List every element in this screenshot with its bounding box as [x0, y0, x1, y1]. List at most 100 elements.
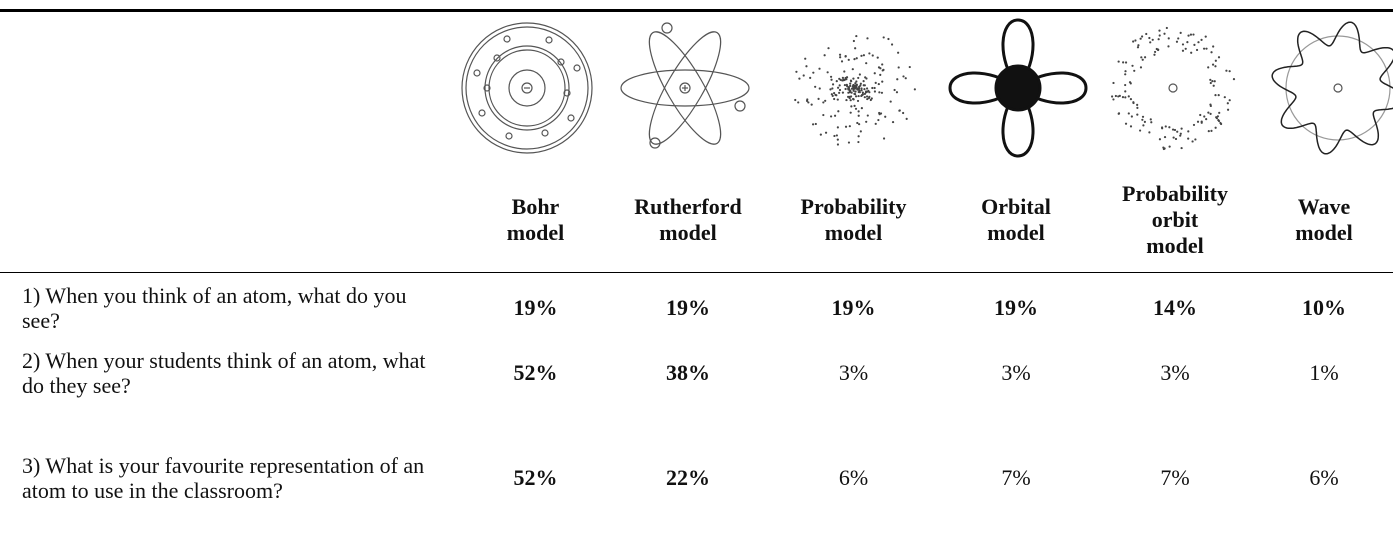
dot [1149, 118, 1152, 121]
dot [838, 77, 841, 80]
dot [1122, 61, 1125, 64]
dot [835, 79, 838, 83]
probability-orbit-icon [1110, 26, 1236, 151]
dot [856, 88, 859, 91]
dot [1190, 51, 1193, 54]
dot [854, 82, 857, 85]
dot [827, 47, 830, 50]
dot [904, 77, 907, 80]
dot [852, 77, 855, 80]
dot [849, 95, 853, 98]
dot [823, 54, 826, 57]
dot [1217, 56, 1221, 59]
dot [847, 88, 850, 91]
dot [1136, 46, 1140, 49]
dot [887, 37, 890, 41]
dot [1141, 115, 1145, 118]
dot [1212, 45, 1215, 48]
dot [867, 89, 870, 92]
dot [1124, 122, 1128, 125]
dot [1114, 94, 1117, 98]
dot [1214, 59, 1217, 62]
dot [841, 91, 845, 94]
dot [1216, 115, 1220, 118]
dot [862, 79, 865, 83]
dot [1174, 137, 1178, 141]
dot [860, 87, 863, 90]
dot [1153, 53, 1156, 56]
model-icons [461, 18, 1393, 158]
dot [857, 140, 860, 144]
dot [865, 120, 868, 123]
cell-value: 6% [1309, 464, 1339, 490]
dot [884, 115, 887, 118]
orbital-icon [948, 18, 1088, 158]
dot [1196, 120, 1200, 123]
dot [1157, 38, 1160, 41]
dot [1139, 66, 1143, 69]
dot [1203, 115, 1206, 118]
dot [859, 84, 862, 87]
dot [836, 86, 840, 89]
dot [898, 109, 901, 112]
dot [850, 87, 853, 90]
dot [856, 121, 859, 125]
dot [1181, 43, 1185, 46]
dot [830, 93, 833, 96]
dot [881, 80, 884, 83]
dot [1151, 38, 1154, 41]
dot [1110, 95, 1114, 98]
dot [849, 99, 852, 102]
dot [833, 114, 837, 117]
dot [1172, 136, 1175, 139]
dot [1213, 80, 1216, 83]
cell-value: 19% [666, 294, 710, 320]
dot [1161, 127, 1164, 130]
dot [1158, 138, 1162, 141]
dot [1134, 39, 1137, 42]
dot [805, 65, 808, 68]
dot [835, 134, 838, 137]
dot [1214, 94, 1217, 97]
dot [857, 110, 860, 113]
dot [1186, 41, 1189, 44]
dot [795, 70, 798, 73]
dot [860, 94, 864, 97]
dot [882, 68, 885, 71]
question: 3) What is your favourite representation… [22, 452, 425, 503]
dot [1191, 140, 1194, 143]
dot [855, 34, 858, 38]
dot [848, 125, 851, 128]
dot [871, 54, 874, 57]
dot [1214, 65, 1217, 68]
dot [1130, 115, 1133, 118]
dot [1192, 123, 1196, 127]
dot [843, 70, 846, 73]
dot [890, 43, 894, 46]
dot [810, 103, 813, 106]
dot [1117, 60, 1120, 63]
dot [833, 97, 836, 101]
dot [1212, 84, 1215, 87]
dot [1205, 117, 1208, 121]
dot [844, 76, 847, 80]
dot [847, 141, 851, 144]
dot [829, 75, 833, 78]
dot [824, 99, 827, 102]
dot [878, 91, 881, 94]
dot [859, 130, 862, 133]
dot [1180, 127, 1183, 130]
dot [838, 91, 841, 94]
dot [854, 47, 857, 50]
dot [1199, 113, 1202, 117]
dot [873, 86, 876, 90]
cell-value: 6% [838, 464, 869, 490]
dot [1187, 137, 1190, 140]
dot [1162, 147, 1165, 151]
dot [1181, 49, 1185, 52]
dot [1112, 81, 1115, 85]
dot [1158, 29, 1161, 32]
dot [1148, 36, 1151, 40]
wave-icon [1271, 21, 1393, 155]
dot [833, 134, 836, 138]
